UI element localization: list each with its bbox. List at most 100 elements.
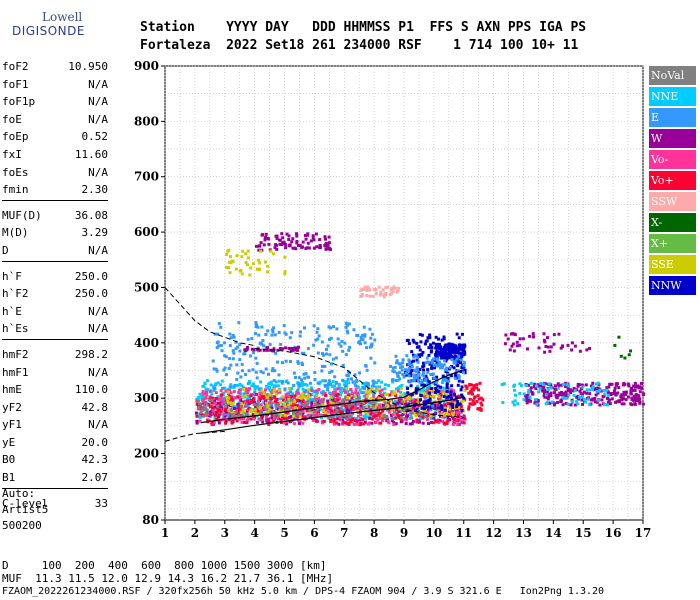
param-name: hmE xyxy=(2,383,22,397)
echo-point xyxy=(209,389,213,393)
echo-point xyxy=(242,420,246,424)
echo-point xyxy=(427,391,431,395)
echo-point xyxy=(441,389,445,393)
echo-point xyxy=(251,382,255,386)
echo-point xyxy=(580,395,584,399)
echo-point xyxy=(348,414,352,418)
echo-point xyxy=(451,413,455,417)
echo-point xyxy=(452,366,456,370)
echo-point xyxy=(404,415,408,419)
echo-point xyxy=(404,399,408,403)
echo-point xyxy=(334,356,338,360)
echo-point xyxy=(354,395,358,399)
echo-point xyxy=(465,386,469,390)
echo-point xyxy=(318,408,322,412)
echo-point xyxy=(222,412,226,416)
echo-point xyxy=(394,394,398,398)
echo-point xyxy=(372,401,376,405)
echo-point xyxy=(610,397,614,401)
echo-point xyxy=(372,287,376,291)
x-tick-label: 3 xyxy=(221,526,229,540)
echo-point xyxy=(398,362,402,366)
echo-point xyxy=(312,324,316,328)
echo-point xyxy=(349,387,353,391)
echo-point xyxy=(580,393,584,397)
echo-point xyxy=(446,419,450,423)
echo-point xyxy=(633,381,637,385)
echo-point xyxy=(296,361,300,365)
echo-point xyxy=(237,388,241,392)
echo-point xyxy=(290,331,294,335)
echo-point xyxy=(392,422,396,426)
echo-point xyxy=(450,358,454,362)
echo-point xyxy=(242,386,246,390)
echo-point xyxy=(580,387,584,391)
echo-point xyxy=(324,411,328,415)
echo-point xyxy=(331,402,335,406)
echo-point xyxy=(421,350,425,354)
echo-point xyxy=(281,413,285,417)
echo-point xyxy=(224,407,228,411)
echo-point xyxy=(323,383,327,387)
echo-point xyxy=(415,366,419,370)
echo-point xyxy=(563,391,567,395)
echo-point xyxy=(511,342,515,346)
echo-point xyxy=(332,422,336,426)
echo-point xyxy=(210,398,214,402)
echo-point xyxy=(383,383,387,387)
echo-point xyxy=(324,243,328,247)
echo-point xyxy=(546,345,550,349)
echo-point xyxy=(278,397,282,401)
echo-point xyxy=(344,384,348,388)
echo-point xyxy=(247,394,251,398)
echo-point xyxy=(253,400,257,404)
echo-point xyxy=(252,384,256,388)
param-row: yE 20.0 xyxy=(2,434,108,452)
echo-point xyxy=(263,236,267,240)
echo-point xyxy=(255,385,259,389)
echo-point xyxy=(197,406,201,410)
echo-point xyxy=(253,332,257,336)
echo-point xyxy=(438,360,442,364)
echo-point xyxy=(333,375,337,379)
echo-point xyxy=(383,416,387,420)
echo-point xyxy=(362,381,366,385)
echo-point xyxy=(353,373,357,377)
echo-point xyxy=(410,411,414,415)
echo-point xyxy=(513,333,517,337)
echo-point xyxy=(406,391,410,395)
echo-point xyxy=(238,407,242,411)
echo-point xyxy=(564,393,568,397)
echo-point xyxy=(311,236,315,240)
echo-point xyxy=(428,397,432,401)
echo-point xyxy=(564,396,568,400)
echo-point xyxy=(412,410,416,414)
echo-point xyxy=(408,400,412,404)
echo-point xyxy=(285,420,289,424)
echo-point xyxy=(362,325,366,329)
echo-point xyxy=(263,406,267,410)
echo-point xyxy=(425,339,429,343)
echo-point xyxy=(245,421,249,425)
echo-point xyxy=(444,378,448,382)
echo-point xyxy=(385,285,389,289)
echo-point xyxy=(256,325,260,329)
echo-point xyxy=(300,351,304,355)
echo-point xyxy=(421,365,425,369)
echo-point xyxy=(378,411,382,415)
echo-point xyxy=(347,348,351,352)
echo-point xyxy=(378,385,382,389)
echo-point xyxy=(313,378,317,382)
echo-point xyxy=(281,395,285,399)
echo-point xyxy=(238,358,242,362)
echo-point xyxy=(350,402,354,406)
echo-point xyxy=(459,388,463,392)
echo-point xyxy=(257,387,261,391)
echo-point xyxy=(345,409,349,413)
param-separator xyxy=(2,260,108,262)
echo-point xyxy=(324,352,328,356)
echo-point xyxy=(292,402,296,406)
echo-point xyxy=(270,413,274,417)
echo-point xyxy=(326,399,330,403)
echo-point xyxy=(341,400,345,404)
